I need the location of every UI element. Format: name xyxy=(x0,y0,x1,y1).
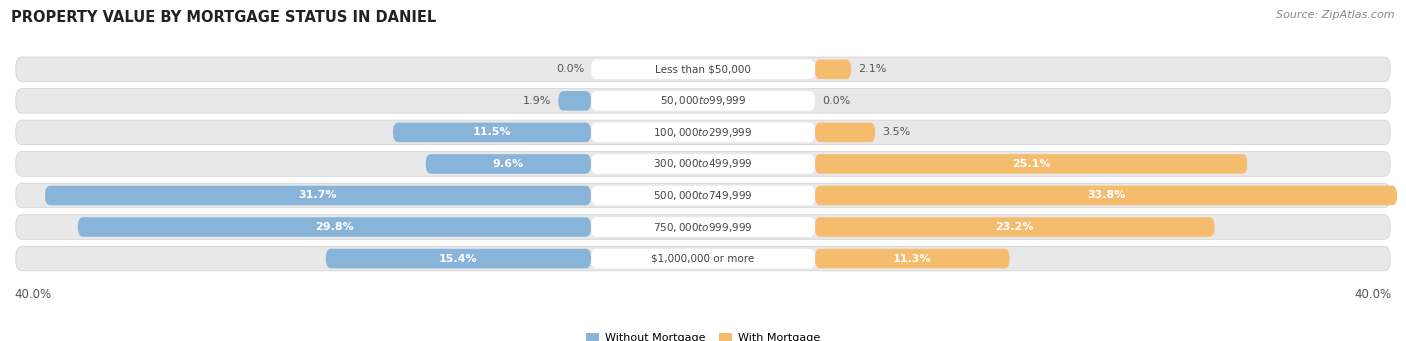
FancyBboxPatch shape xyxy=(815,154,1247,174)
Text: 11.5%: 11.5% xyxy=(472,128,512,137)
Text: $1,000,000 or more: $1,000,000 or more xyxy=(651,254,755,264)
Text: $500,000 to $749,999: $500,000 to $749,999 xyxy=(654,189,752,202)
Text: 3.5%: 3.5% xyxy=(882,128,910,137)
FancyBboxPatch shape xyxy=(591,249,815,268)
FancyBboxPatch shape xyxy=(815,217,1215,237)
Legend: Without Mortgage, With Mortgage: Without Mortgage, With Mortgage xyxy=(586,333,820,341)
FancyBboxPatch shape xyxy=(815,186,1398,205)
FancyBboxPatch shape xyxy=(392,123,591,142)
Text: $750,000 to $999,999: $750,000 to $999,999 xyxy=(654,221,752,234)
FancyBboxPatch shape xyxy=(15,89,1391,113)
FancyBboxPatch shape xyxy=(591,91,815,110)
Text: 40.0%: 40.0% xyxy=(14,287,51,300)
Text: 31.7%: 31.7% xyxy=(299,191,337,201)
FancyBboxPatch shape xyxy=(45,186,591,205)
FancyBboxPatch shape xyxy=(326,249,591,268)
FancyBboxPatch shape xyxy=(591,217,815,237)
Text: $100,000 to $299,999: $100,000 to $299,999 xyxy=(654,126,752,139)
FancyBboxPatch shape xyxy=(15,120,1391,145)
Text: 40.0%: 40.0% xyxy=(1355,287,1392,300)
FancyBboxPatch shape xyxy=(591,60,815,79)
Text: 33.8%: 33.8% xyxy=(1087,191,1125,201)
Text: 9.6%: 9.6% xyxy=(494,159,524,169)
FancyBboxPatch shape xyxy=(15,215,1391,239)
FancyBboxPatch shape xyxy=(558,91,591,110)
Text: 15.4%: 15.4% xyxy=(439,254,478,264)
Text: 1.9%: 1.9% xyxy=(523,96,551,106)
Text: 25.1%: 25.1% xyxy=(1012,159,1050,169)
FancyBboxPatch shape xyxy=(815,249,1010,268)
FancyBboxPatch shape xyxy=(815,60,851,79)
FancyBboxPatch shape xyxy=(15,183,1391,208)
Text: $50,000 to $99,999: $50,000 to $99,999 xyxy=(659,94,747,107)
Text: 2.1%: 2.1% xyxy=(858,64,886,74)
Text: PROPERTY VALUE BY MORTGAGE STATUS IN DANIEL: PROPERTY VALUE BY MORTGAGE STATUS IN DAN… xyxy=(11,10,436,25)
Text: 0.0%: 0.0% xyxy=(555,64,583,74)
Text: $300,000 to $499,999: $300,000 to $499,999 xyxy=(654,158,752,170)
FancyBboxPatch shape xyxy=(815,123,875,142)
Text: Less than $50,000: Less than $50,000 xyxy=(655,64,751,74)
FancyBboxPatch shape xyxy=(591,123,815,142)
FancyBboxPatch shape xyxy=(591,186,815,205)
FancyBboxPatch shape xyxy=(591,154,815,174)
FancyBboxPatch shape xyxy=(15,57,1391,81)
FancyBboxPatch shape xyxy=(15,152,1391,176)
Text: 0.0%: 0.0% xyxy=(823,96,851,106)
FancyBboxPatch shape xyxy=(77,217,591,237)
Text: Source: ZipAtlas.com: Source: ZipAtlas.com xyxy=(1277,10,1395,20)
Text: 11.3%: 11.3% xyxy=(893,254,932,264)
FancyBboxPatch shape xyxy=(426,154,591,174)
Text: 23.2%: 23.2% xyxy=(995,222,1033,232)
Text: 29.8%: 29.8% xyxy=(315,222,354,232)
FancyBboxPatch shape xyxy=(15,246,1391,271)
